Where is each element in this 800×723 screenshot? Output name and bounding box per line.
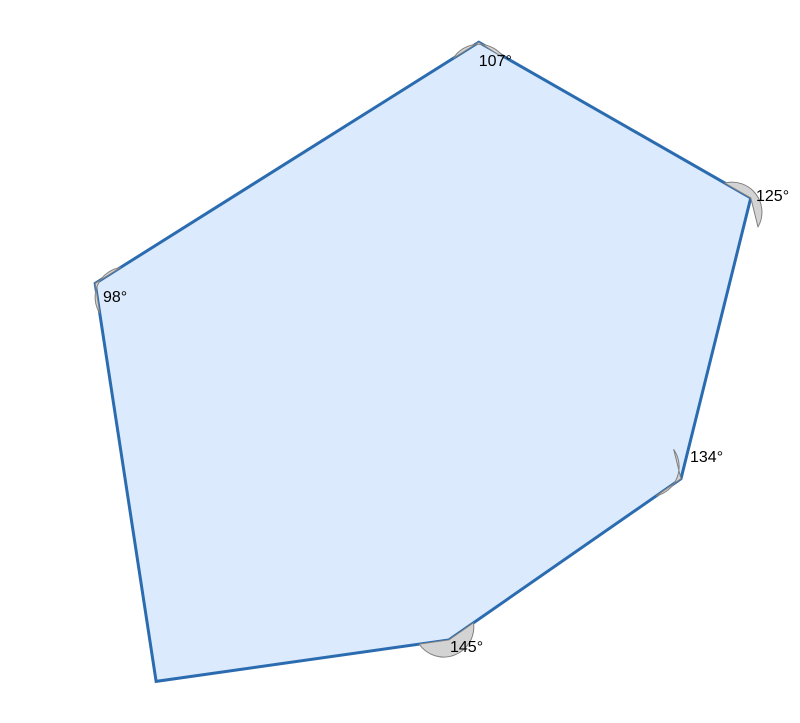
polygon-diagram: 107° 125° 134° 145° 98° <box>0 0 800 723</box>
angle-label: 145° <box>450 639 483 656</box>
angle-label: 98° <box>103 289 127 306</box>
angle-label: 125° <box>756 188 789 205</box>
angle-label: 107° <box>479 53 512 70</box>
hexagon-shape <box>95 42 751 681</box>
angle-label: 134° <box>690 449 723 466</box>
